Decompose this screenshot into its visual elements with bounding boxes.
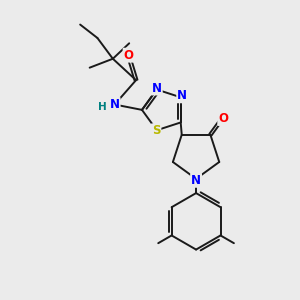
Text: O: O bbox=[124, 49, 134, 62]
Text: N: N bbox=[152, 82, 162, 94]
Text: N: N bbox=[177, 89, 187, 102]
Text: S: S bbox=[152, 124, 161, 137]
Text: H: H bbox=[98, 103, 106, 112]
Text: N: N bbox=[110, 98, 120, 111]
Text: N: N bbox=[191, 174, 201, 187]
Text: O: O bbox=[218, 112, 228, 125]
